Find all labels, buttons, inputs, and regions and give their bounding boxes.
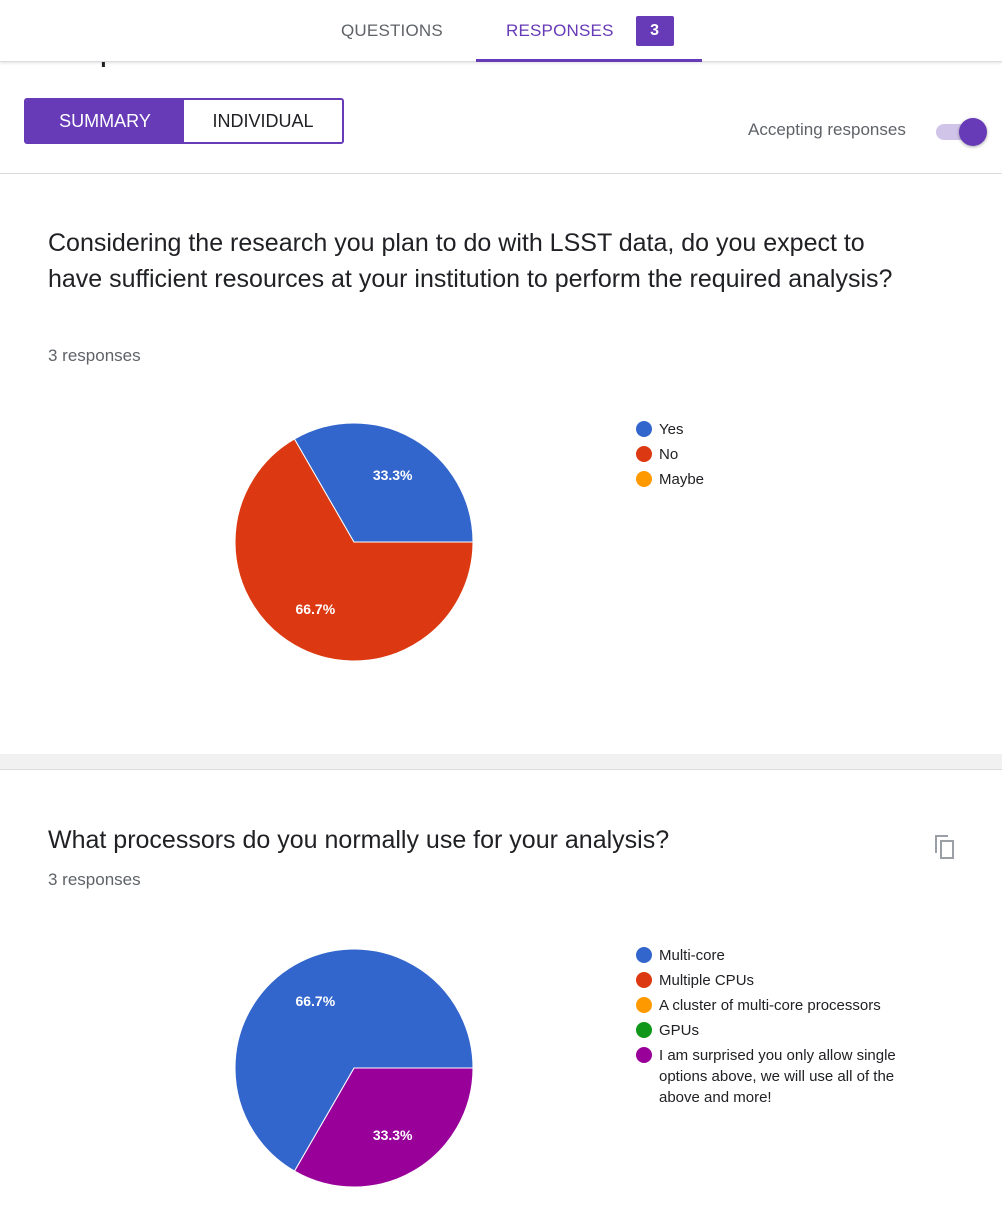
tab-questions[interactable]: QUESTIONS bbox=[341, 0, 443, 61]
legend-item: A cluster of multi-core processors bbox=[636, 995, 909, 1016]
pie-slice-label: 66.7% bbox=[295, 601, 335, 617]
legend-swatch bbox=[636, 471, 652, 487]
legend-item: Multi-core bbox=[636, 945, 909, 966]
legend-swatch bbox=[636, 997, 652, 1013]
pie-slice-multi-core[interactable] bbox=[234, 948, 474, 1172]
legend-swatch bbox=[636, 446, 652, 462]
question-2-legend: Multi-core Multiple CPUs A cluster of mult… bbox=[636, 945, 909, 1112]
legend-item: I am surprised you only allow single opt… bbox=[636, 1045, 909, 1108]
legend-swatch bbox=[636, 1022, 652, 1038]
legend-label: A cluster of multi-core processors bbox=[659, 997, 881, 1014]
pie-slice-no[interactable] bbox=[234, 438, 474, 662]
question-2-title: What processors do you normally use for … bbox=[48, 826, 670, 854]
question-1-title: Considering the research you plan to do … bbox=[48, 229, 893, 293]
question-1-pie-chart: 66.7% 33.3% bbox=[234, 422, 474, 662]
legend-item: Multiple CPUs bbox=[636, 970, 909, 991]
pie-slice-yes[interactable] bbox=[293, 422, 474, 543]
active-tab-indicator bbox=[476, 59, 702, 62]
pie-slice-label: 66.7% bbox=[295, 993, 335, 1009]
card-separator bbox=[0, 754, 1002, 770]
pie-slice-label: 33.3% bbox=[373, 467, 413, 483]
question-1-legend: Yes No Maybe bbox=[636, 419, 909, 494]
legend-label: I am surprised you only allow single opt… bbox=[659, 1047, 896, 1106]
legend-label: Yes bbox=[659, 421, 684, 438]
legend-label: Multi-core bbox=[659, 947, 725, 964]
copy-icon[interactable] bbox=[930, 832, 958, 862]
pie-slice-label: 33.3% bbox=[373, 1127, 413, 1143]
legend-label: GPUs bbox=[659, 1022, 700, 1039]
legend-swatch bbox=[636, 1047, 652, 1063]
responses-count-badge: 3 bbox=[635, 15, 674, 46]
pie-slice-i-am-surprised-you-only-allow-single-options-above-we-will-use-all-of-the-above-and-more[interactable] bbox=[293, 1067, 474, 1188]
legend-swatch bbox=[636, 421, 652, 437]
individual-button[interactable]: INDIVIDUAL bbox=[184, 100, 342, 142]
view-toggle: SUMMARY INDIVIDUAL bbox=[24, 98, 344, 144]
section-divider bbox=[0, 173, 1002, 174]
legend-label: Multiple CPUs bbox=[659, 972, 755, 989]
legend-item: GPUs bbox=[636, 1020, 909, 1041]
tab-questions-label: QUESTIONS bbox=[341, 20, 443, 40]
top-tab-bar: QUESTIONS RESPONSES 3 bbox=[0, 0, 1002, 62]
tab-responses-label: RESPONSES bbox=[506, 20, 614, 40]
tab-responses[interactable]: RESPONSES 3 bbox=[476, 0, 702, 62]
legend-swatch bbox=[636, 947, 652, 963]
legend-swatch bbox=[636, 972, 652, 988]
accepting-responses-label: Accepting responses bbox=[748, 120, 906, 139]
legend-label: Maybe bbox=[659, 471, 705, 488]
legend-item: No bbox=[636, 444, 909, 465]
toggle-thumb bbox=[959, 118, 987, 146]
accepting-responses-toggle[interactable] bbox=[936, 118, 988, 146]
legend-item: Maybe bbox=[636, 469, 909, 490]
legend-label: No bbox=[659, 446, 679, 463]
summary-button[interactable]: SUMMARY bbox=[26, 100, 184, 142]
question-1-response-count: 3 responses bbox=[48, 346, 141, 365]
legend-item: Yes bbox=[636, 419, 909, 440]
question-2-response-count: 3 responses bbox=[48, 870, 141, 889]
question-2-pie-chart: 33.3% 66.7% bbox=[234, 948, 474, 1188]
